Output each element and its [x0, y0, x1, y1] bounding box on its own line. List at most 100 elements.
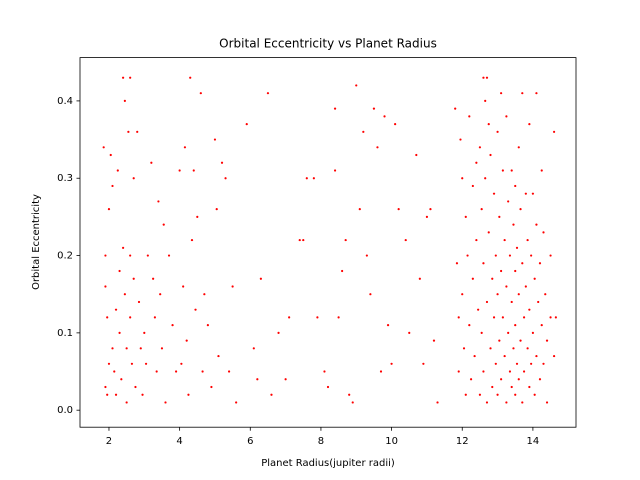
point [522, 370, 526, 373]
point [501, 316, 504, 319]
point [372, 107, 376, 110]
point [245, 122, 248, 126]
point [136, 130, 139, 133]
point [120, 378, 123, 381]
point [552, 130, 556, 133]
point [482, 370, 485, 373]
point [298, 238, 301, 242]
point [129, 316, 132, 319]
y-tick-label: 0.2 [57, 251, 73, 262]
x-tick-label: 6 [247, 436, 253, 447]
point [118, 331, 121, 334]
point [485, 300, 489, 304]
point [469, 378, 473, 381]
point [196, 215, 199, 218]
point [326, 385, 330, 389]
point [333, 107, 337, 110]
point [457, 370, 460, 373]
point [496, 293, 499, 296]
point [538, 262, 542, 265]
point [164, 401, 167, 404]
point [355, 84, 358, 87]
point [365, 254, 368, 257]
point [143, 331, 146, 334]
point [462, 347, 466, 350]
point [510, 169, 513, 172]
point [302, 238, 305, 242]
point [526, 347, 529, 350]
point [478, 146, 482, 149]
point [464, 393, 467, 396]
point [455, 262, 459, 265]
point [111, 347, 114, 350]
point [256, 378, 259, 381]
point [404, 238, 407, 242]
point [116, 169, 119, 172]
point [545, 339, 549, 342]
point [277, 331, 280, 334]
point [468, 115, 471, 118]
y-tick-label: 0.0 [57, 405, 73, 416]
point [323, 370, 326, 373]
point [485, 76, 489, 79]
point [150, 161, 153, 164]
point [485, 401, 489, 404]
point [496, 393, 499, 396]
point [130, 362, 134, 365]
y-tick-label: 0.1 [57, 328, 73, 339]
point [538, 378, 542, 381]
point [348, 393, 351, 396]
point [137, 300, 141, 304]
point [121, 76, 125, 79]
point [508, 254, 512, 257]
point [487, 122, 490, 126]
y-axis-label: Orbital Eccentricity [31, 194, 42, 290]
point [494, 254, 497, 257]
point [492, 192, 496, 195]
point [183, 146, 187, 149]
point [480, 208, 483, 211]
point [515, 362, 519, 365]
point [224, 177, 227, 180]
point [312, 177, 315, 180]
point [394, 122, 397, 126]
x-tick-label: 4 [176, 436, 182, 447]
point [118, 269, 121, 273]
point [104, 385, 107, 389]
point [210, 385, 213, 389]
point [545, 401, 549, 404]
point [500, 378, 503, 381]
point [187, 393, 190, 396]
point [376, 146, 379, 149]
point [107, 208, 111, 211]
point [549, 316, 552, 319]
point [491, 385, 494, 389]
point [379, 370, 383, 373]
point [107, 362, 111, 365]
point [482, 262, 485, 265]
point [524, 192, 527, 195]
point [386, 324, 390, 327]
point [178, 169, 181, 172]
point [480, 331, 483, 334]
point [213, 138, 217, 141]
point [252, 347, 255, 350]
point [231, 285, 234, 288]
point [461, 293, 464, 296]
point [521, 262, 524, 265]
point [531, 331, 535, 334]
point [487, 231, 490, 234]
point [526, 238, 529, 242]
point [174, 370, 178, 373]
point [215, 208, 218, 211]
point [475, 161, 478, 164]
point [111, 184, 114, 188]
x-tick-label: 12 [456, 436, 469, 447]
x-tick-label: 8 [318, 436, 324, 447]
point [337, 316, 340, 319]
point [503, 238, 506, 242]
point [134, 385, 137, 389]
point [498, 339, 501, 342]
point [429, 208, 432, 211]
point [524, 285, 527, 288]
